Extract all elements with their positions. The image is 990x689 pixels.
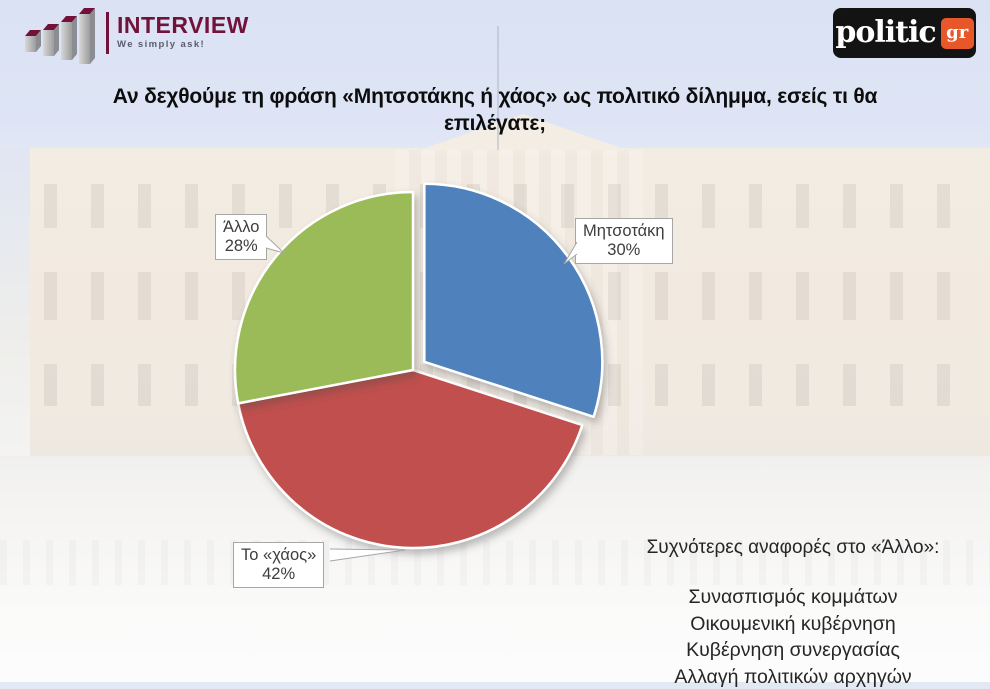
callout-percent: 30%: [607, 241, 641, 259]
page-title: Αν δεχθούμε τη φράση «Μητσοτάκης ή χάος»…: [112, 85, 878, 135]
bar-chart-icon: [25, 8, 95, 64]
callout-chaos: Το «χάος» 42%: [233, 542, 325, 588]
callout-label: Το «χάος»: [241, 546, 317, 564]
notes-item: Οικουμενική κυβέρνηση: [690, 612, 896, 635]
notes-list: Συνασπισμός κομμάτων Οικουμενική κυβέρνη…: [600, 584, 986, 689]
callout-label: Άλλο: [223, 218, 260, 236]
notes-item: Κυβέρνηση συνεργασίας: [686, 639, 900, 661]
notes-item: Αλλαγή πολιτικών αρχηγών: [674, 665, 912, 688]
notes-block: Συχνότερες αναφορές στο «Άλλο»: Συνασπισ…: [600, 537, 986, 689]
interview-wordmark: INTERVIEW: [117, 12, 249, 38]
politic-logo: politic gr: [833, 8, 976, 58]
callout-allo: Άλλο 28%: [215, 214, 268, 260]
background-left-edge: [0, 150, 34, 460]
interview-logo: INTERVIEW We simply ask!: [22, 6, 249, 64]
background-crowd: [0, 540, 990, 585]
callout-label: Μητσοτάκη: [583, 222, 665, 240]
logo-separator: [106, 12, 109, 54]
callout-percent: 42%: [262, 565, 296, 583]
callout-mitsotaki: Μητσοτάκη 30%: [575, 218, 673, 264]
interview-tagline: We simply ask!: [117, 39, 206, 50]
background-bottom-strip: [0, 682, 990, 689]
callout-percent: 28%: [224, 237, 258, 255]
pie-slice-2: [233, 190, 415, 405]
pie-slice-1: [236, 368, 584, 550]
politic-gr-badge: gr: [940, 17, 974, 49]
politic-gr-label: gr: [946, 22, 969, 43]
notes-heading: Συχνότερες αναφορές στο «Άλλο»:: [646, 537, 940, 558]
notes-item: Συνασπισμός κομμάτων: [688, 586, 898, 608]
flagpole: [497, 26, 499, 150]
politic-wordmark: politic: [835, 15, 936, 50]
